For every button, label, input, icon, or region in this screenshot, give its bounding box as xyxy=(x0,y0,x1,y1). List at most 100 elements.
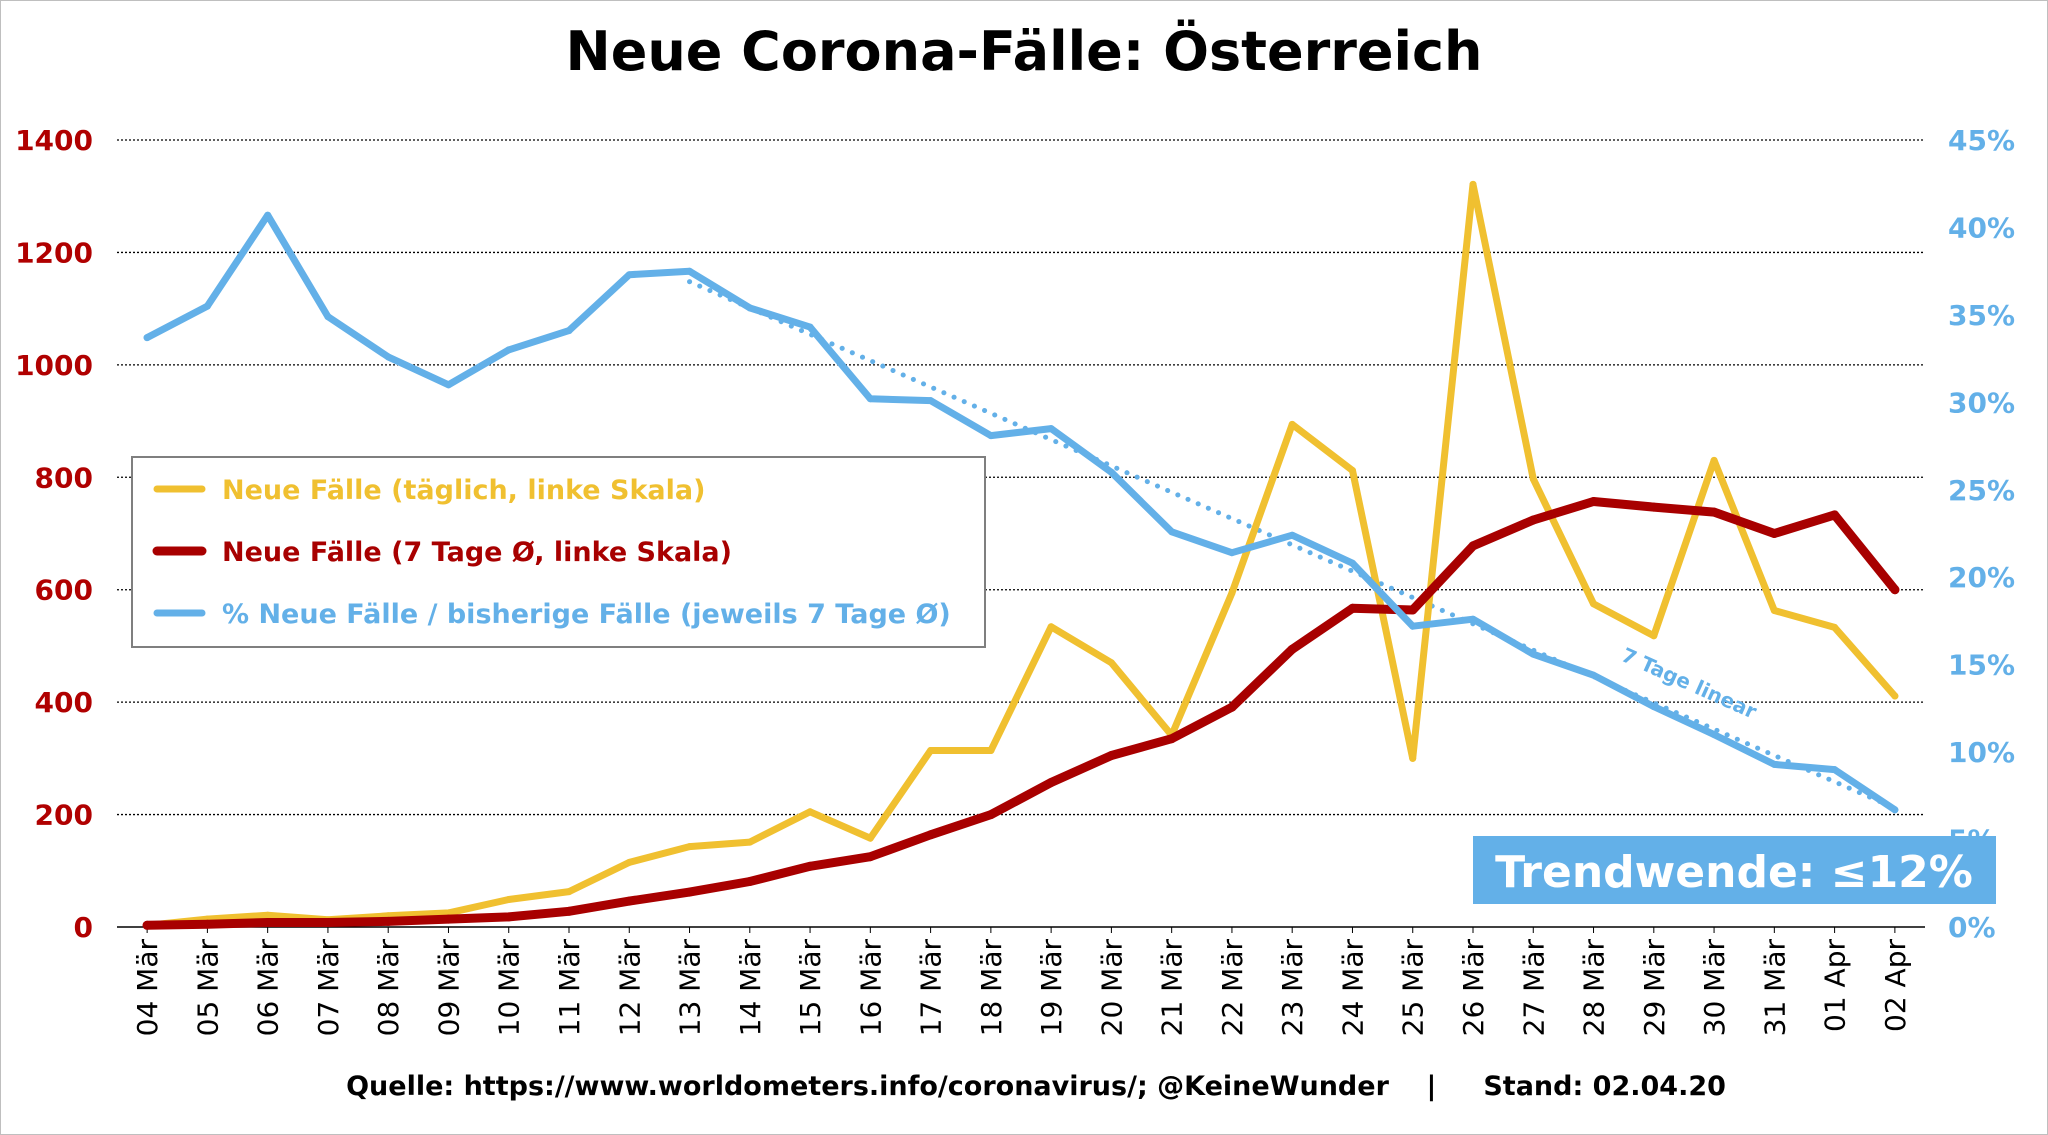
data-point xyxy=(1288,531,1296,539)
y-left-tick-label: 200 xyxy=(35,799,93,832)
data-point xyxy=(1890,585,1900,595)
x-tick-label: 25 Mär xyxy=(1397,939,1430,1037)
data-point xyxy=(1409,622,1417,630)
x-tick-label: 04 Mär xyxy=(131,939,164,1037)
data-point xyxy=(1349,559,1356,567)
data-point xyxy=(1650,703,1658,711)
data-point xyxy=(1227,702,1237,712)
y-right-tick-label: 10% xyxy=(1948,736,2015,769)
data-point xyxy=(1348,603,1357,613)
y-right-tick-label: 35% xyxy=(1948,299,2015,332)
x-tick-label: 08 Mär xyxy=(372,939,405,1037)
x-tick-label: 28 Mär xyxy=(1578,939,1611,1037)
data-point xyxy=(1709,507,1719,517)
data-point xyxy=(263,918,273,927)
data-point xyxy=(686,843,693,851)
data-point xyxy=(1107,468,1115,476)
x-tick-label: 15 Mär xyxy=(794,939,827,1037)
data-point xyxy=(746,304,754,312)
data-point xyxy=(866,395,874,403)
data-point xyxy=(264,211,272,219)
data-point xyxy=(1469,180,1477,188)
data-point xyxy=(1830,510,1840,520)
data-point xyxy=(1409,754,1417,762)
data-point xyxy=(1167,734,1177,744)
data-point xyxy=(1046,778,1056,787)
y-right-tick-label: 20% xyxy=(1948,561,2015,594)
data-point xyxy=(383,916,393,926)
data-point xyxy=(1710,731,1718,739)
data-point xyxy=(1047,425,1055,433)
y-left-tick-label: 1400 xyxy=(15,124,93,157)
x-tick-label: 24 Mär xyxy=(1336,939,1369,1037)
data-point xyxy=(1891,806,1899,814)
source-note: Quelle: https://www.worldometers.info/co… xyxy=(346,1071,1726,1102)
series-lines xyxy=(142,180,1900,930)
data-point xyxy=(1529,650,1537,658)
data-point xyxy=(1770,760,1778,768)
y-right-tick-label: 15% xyxy=(1948,649,2015,682)
x-axis: 04 Mär 05 Mär 06 Mär 07 Mär 08 Mär 09 Mär 10 M… xyxy=(131,927,1912,1036)
x-tick-label: 02 Apr xyxy=(1879,939,1912,1032)
x-tick-label: 17 Mär xyxy=(915,939,948,1037)
y-right-tick-label: 25% xyxy=(1948,474,2015,507)
x-tick-label: 30 Mär xyxy=(1698,939,1731,1037)
y-right-tick-label: 30% xyxy=(1948,386,2015,419)
x-tick-label: 27 Mär xyxy=(1517,939,1550,1037)
data-point xyxy=(324,313,332,321)
callout-box xyxy=(1473,836,1996,904)
x-tick-label: 18 Mär xyxy=(975,939,1008,1037)
y-axis-right: 0%5%10%15%20%25%30%35%40%45% xyxy=(1948,124,2015,944)
legend-label-1: Neue Fälle (täglich, linke Skala) xyxy=(222,475,705,506)
data-point xyxy=(1769,529,1779,538)
data-point xyxy=(1649,502,1659,512)
data-point xyxy=(1710,456,1718,464)
x-tick-label: 26 Mär xyxy=(1457,939,1490,1037)
data-point xyxy=(806,808,814,816)
x-tick-label: 20 Mär xyxy=(1095,939,1128,1037)
data-point xyxy=(143,334,151,342)
trend-callout: Trendwende: ≤12% xyxy=(1473,836,1996,904)
data-point xyxy=(927,397,935,405)
callout-text: Trendwende: ≤12% xyxy=(1495,847,1973,898)
series-line-1 xyxy=(143,180,1899,929)
data-point xyxy=(1770,607,1778,614)
y-right-tick-label: 0% xyxy=(1948,911,1996,944)
data-point xyxy=(1529,475,1537,483)
data-point xyxy=(444,914,453,924)
data-point xyxy=(264,911,272,919)
x-tick-label: 21 Mär xyxy=(1156,939,1189,1037)
legend-label-2: Neue Fälle (7 Tage Ø, linke Skala) xyxy=(222,537,732,568)
trendline-label: 7 Tage linear xyxy=(1618,643,1760,724)
data-point xyxy=(504,912,514,922)
data-point xyxy=(927,747,935,754)
data-point xyxy=(1891,692,1899,700)
y-left-tick-label: 0 xyxy=(74,911,93,944)
data-point xyxy=(1047,623,1055,631)
chart-title: Neue Corona-Fälle: Österreich xyxy=(566,20,1483,83)
data-point xyxy=(1589,497,1598,506)
data-point xyxy=(142,920,152,930)
data-point xyxy=(987,747,995,754)
data-point xyxy=(1349,467,1356,474)
data-point xyxy=(806,323,814,331)
y-left-tick-label: 1200 xyxy=(15,236,93,269)
x-tick-label: 14 Mär xyxy=(734,939,767,1037)
x-tick-label: 13 Mär xyxy=(674,939,707,1037)
x-tick-label: 12 Mär xyxy=(613,939,646,1037)
data-point xyxy=(445,381,452,389)
x-tick-label: 01 Apr xyxy=(1819,939,1852,1032)
data-point xyxy=(1228,549,1236,557)
data-point xyxy=(1287,644,1297,654)
data-point xyxy=(1228,589,1236,597)
data-point xyxy=(1168,528,1176,536)
data-point xyxy=(565,327,573,335)
data-point xyxy=(1107,659,1115,667)
legend-label-3: % Neue Fälle / bisherige Fälle (jeweils … xyxy=(222,599,951,630)
y-axis-left: 0 200 400 600 800 1000 1200 1400 xyxy=(15,124,93,944)
x-tick-label: 10 Mär xyxy=(493,939,526,1037)
series-line-2 xyxy=(142,497,1900,930)
x-tick-label: 06 Mär xyxy=(252,939,285,1037)
data-point xyxy=(1590,600,1597,608)
data-point xyxy=(505,346,513,354)
